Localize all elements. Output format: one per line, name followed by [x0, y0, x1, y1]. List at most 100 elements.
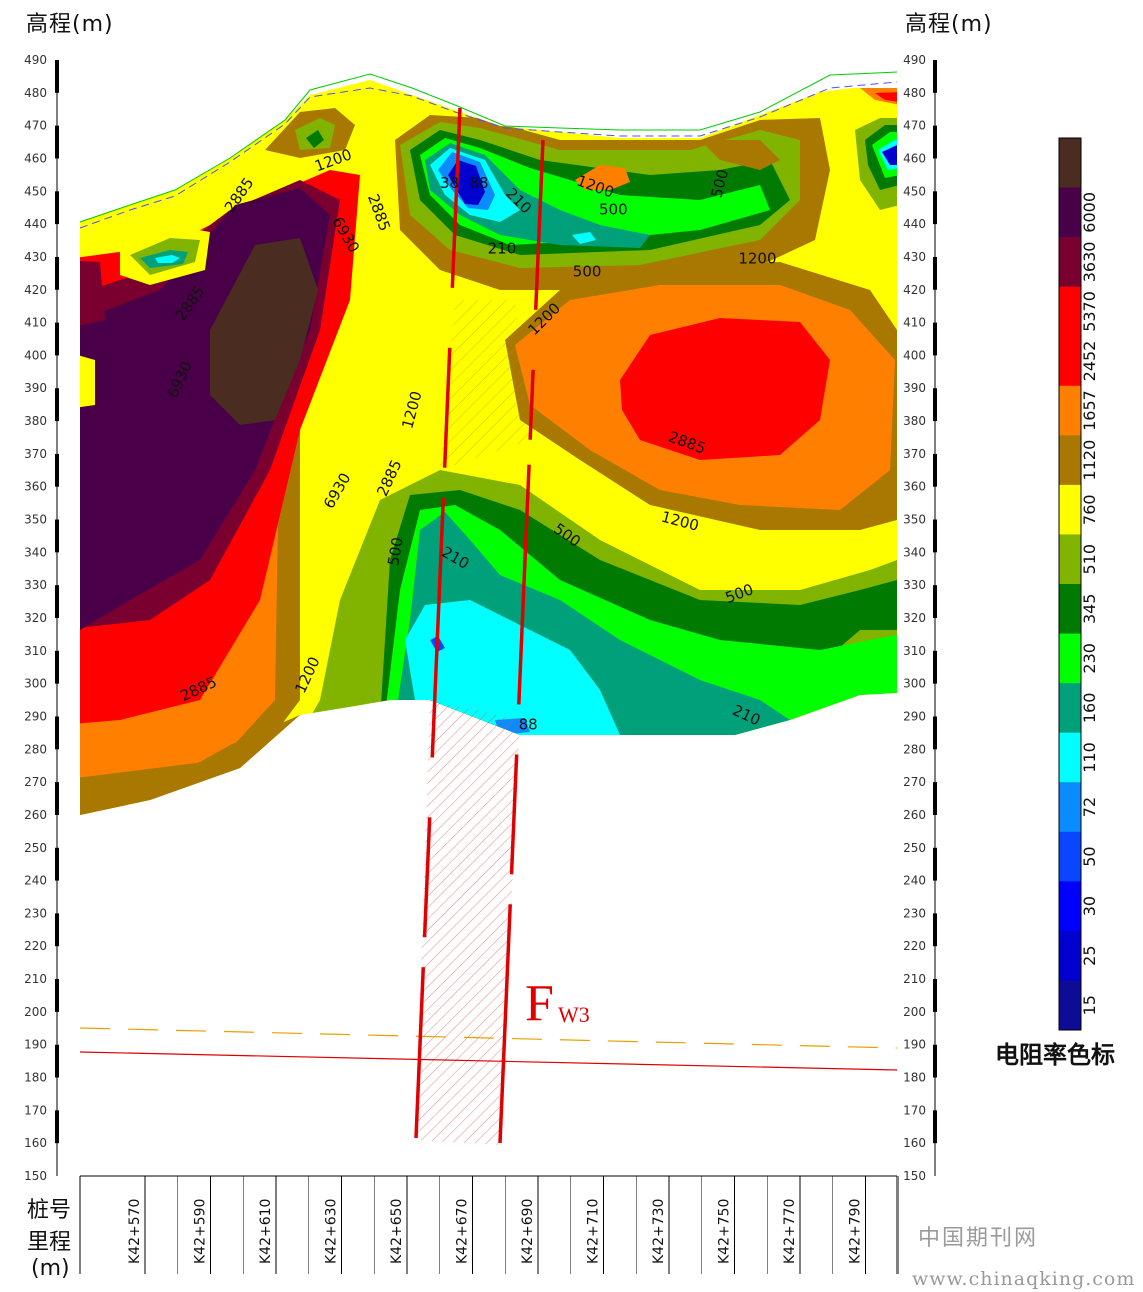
left-tick-label: 230: [24, 906, 47, 920]
left-axis-title: 高程(m): [26, 12, 114, 37]
right-tick-label: 480: [903, 86, 926, 100]
right-tick-label: 350: [903, 513, 926, 527]
right-tick-label: 460: [903, 151, 926, 165]
right-tick-label: 310: [903, 644, 926, 658]
legend-swatch: [1059, 187, 1081, 238]
stake-axis: K42+570 K42+590 K42+610 K42+630 K42+650 K42+6…: [79, 1175, 899, 1274]
left-tick-label: 260: [24, 808, 47, 822]
right-tick-label: 230: [903, 906, 926, 920]
right-tick-label: 170: [903, 1103, 926, 1117]
left-tick-label: 290: [24, 709, 47, 723]
left-tick-label: 330: [24, 578, 47, 592]
legend-swatch: [1059, 138, 1081, 189]
legend-label: 1657: [1080, 390, 1099, 431]
legend-label: 160: [1080, 693, 1099, 724]
stake-tick-label: K42+610: [258, 1199, 274, 1264]
right-tick-label: 330: [903, 578, 926, 592]
reference-line-dashed: [79, 1027, 898, 1049]
legend-swatch: [1059, 385, 1081, 436]
stake-tick-label: K42+790: [848, 1199, 864, 1264]
stake-tick-label: K42+570: [127, 1199, 143, 1264]
right-elevation-axis: 490 480 470 460 450 440 430 420 410 400 390 380 370 3…: [903, 53, 937, 1183]
right-tick-label: 190: [903, 1038, 926, 1052]
legend-label: 3630: [1080, 242, 1099, 283]
right-tick-label: 420: [903, 283, 926, 297]
right-tick-label: 240: [903, 874, 926, 888]
stake-tick-label: K42+690: [520, 1199, 536, 1264]
contour-label: 38: [440, 174, 459, 192]
left-tick-label: 180: [24, 1071, 47, 1085]
stake-tick-label: K42+730: [651, 1199, 667, 1264]
left-tick-label: 310: [24, 644, 47, 658]
reference-line-solid: [79, 1051, 898, 1071]
terrain-line-lower: [79, 81, 898, 229]
right-axis-title: 高程(m): [905, 12, 993, 37]
contour-label: 500: [573, 263, 602, 281]
legend-label: 6000: [1080, 192, 1099, 233]
right-tick-label: 360: [903, 480, 926, 494]
right-tick-label: 200: [903, 1005, 926, 1019]
left-tick-label: 400: [24, 348, 47, 362]
right-tick-label: 450: [903, 184, 926, 198]
right-tick-label: 320: [903, 611, 926, 625]
right-tick-label: 150: [903, 1169, 926, 1183]
legend-swatch: [1059, 683, 1081, 734]
right-tick-label: 430: [903, 250, 926, 264]
legend-swatch: [1059, 336, 1081, 387]
terrain-line-upper: [79, 71, 898, 223]
left-tick-label: 370: [24, 447, 47, 461]
legend-label: 25: [1080, 945, 1099, 965]
stake-tick-label: K42+710: [586, 1199, 602, 1264]
resistivity-contour-map: [80, 80, 897, 815]
left-tick-label: 420: [24, 283, 47, 297]
legend-label: 30: [1080, 896, 1099, 916]
left-tick-label: 220: [24, 939, 47, 953]
legend-label: 72: [1080, 797, 1099, 817]
stake-tick-label: K42+630: [324, 1199, 340, 1264]
legend-label: 230: [1080, 643, 1099, 674]
left-tick-label: 350: [24, 513, 47, 527]
stake-title: 桩号: [27, 1198, 72, 1223]
left-tick-label: 250: [24, 841, 47, 855]
right-tick-label: 250: [903, 841, 926, 855]
left-elevation-axis: 490 480 470 460 450 440 430 420 410 400 390 380 370 3…: [24, 53, 59, 1183]
stake-tick-label: K42+670: [455, 1199, 471, 1264]
legend-swatch: [1059, 286, 1081, 337]
left-tick-label: 480: [24, 86, 47, 100]
left-tick-label: 430: [24, 250, 47, 264]
right-tick-label: 400: [903, 348, 926, 362]
left-tick-label: 470: [24, 119, 47, 133]
stake-tick-label: K42+750: [717, 1199, 733, 1264]
right-tick-label: 300: [903, 677, 926, 691]
left-tick-label: 410: [24, 316, 47, 330]
right-tick-label: 270: [903, 775, 926, 789]
legend-title: 电阻率色标: [995, 1041, 1115, 1069]
right-tick-label: 380: [903, 414, 926, 428]
fault-label: F: [525, 975, 554, 1032]
legend-swatch: [1059, 831, 1081, 882]
legend-swatch: [1059, 484, 1081, 535]
right-tick-label: 260: [903, 808, 926, 822]
right-tick-label: 340: [903, 545, 926, 559]
right-tick-label: 440: [903, 217, 926, 231]
legend-label: 345: [1080, 594, 1099, 625]
right-tick-label: 370: [903, 447, 926, 461]
right-tick-label: 390: [903, 381, 926, 395]
fault-zone-upper: [440, 300, 530, 470]
legend-label: 760: [1080, 494, 1099, 525]
stake-tick-label: K42+650: [389, 1199, 405, 1264]
legend-label: 110: [1080, 742, 1099, 773]
right-tick-label: 410: [903, 316, 926, 330]
legend-label: 1120: [1080, 440, 1099, 481]
left-tick-label: 440: [24, 217, 47, 231]
fault-line-right: [498, 139, 545, 1144]
legend-label: 5370: [1080, 291, 1099, 332]
left-tick-label: 460: [24, 151, 47, 165]
stake-tick-label: K42+590: [193, 1199, 209, 1264]
legend-swatch: [1059, 732, 1081, 783]
color-legend: 15 25 30 50 72 110 160 230 345 510 760 1120 1657 2452…: [1058, 137, 1099, 1031]
left-tick-label: 300: [24, 677, 47, 691]
mileage-title: 里程: [27, 1230, 72, 1255]
right-tick-label: 210: [903, 972, 926, 986]
